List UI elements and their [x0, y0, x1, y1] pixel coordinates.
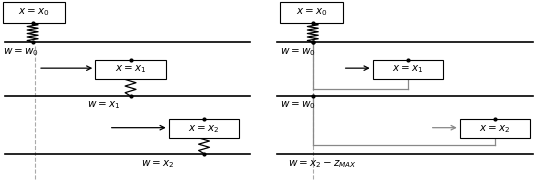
- Text: $x=x_1$: $x=x_1$: [392, 63, 424, 75]
- Bar: [280, 2, 343, 23]
- Text: $w=w_0$: $w=w_0$: [280, 99, 316, 111]
- Text: $w=x_1$: $w=x_1$: [87, 99, 120, 111]
- Bar: [460, 119, 530, 138]
- Text: $x=x_2$: $x=x_2$: [188, 123, 220, 135]
- Text: $x=x_0$: $x=x_0$: [18, 7, 50, 18]
- Text: $x=x_2$: $x=x_2$: [479, 123, 511, 135]
- Bar: [373, 60, 443, 79]
- Text: $w=x_2$: $w=x_2$: [141, 158, 175, 170]
- Text: $w=w_0$: $w=w_0$: [3, 46, 39, 58]
- Bar: [169, 119, 239, 138]
- Text: $x=x_0$: $x=x_0$: [296, 7, 327, 18]
- Text: $w=w_0$: $w=w_0$: [280, 46, 316, 58]
- Bar: [3, 2, 65, 23]
- Text: $x=x_1$: $x=x_1$: [115, 63, 146, 75]
- Text: $w=x_2-z_{MAX}$: $w=x_2-z_{MAX}$: [288, 158, 357, 170]
- Bar: [95, 60, 166, 79]
